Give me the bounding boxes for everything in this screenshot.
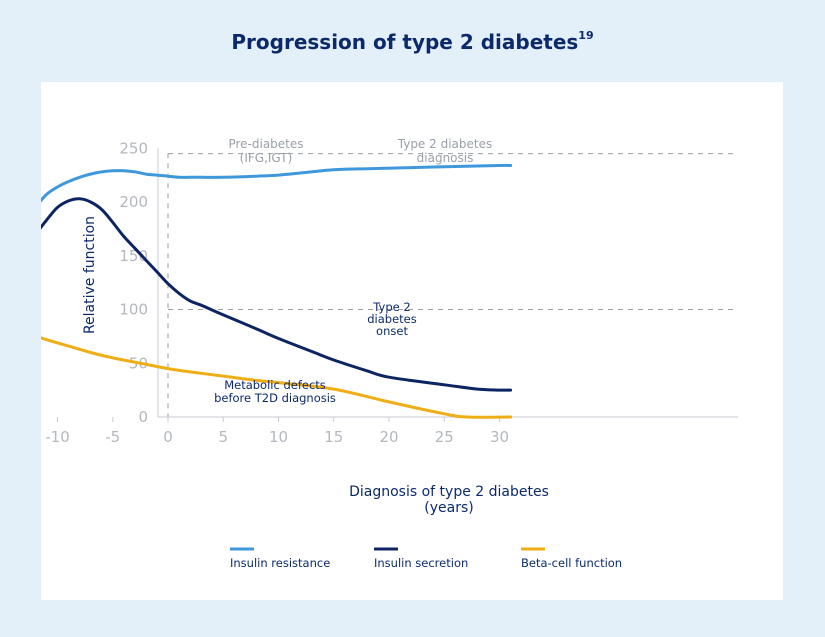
series-line-insulin-resistance — [41, 163, 513, 203]
x-tick-label: -5 — [105, 428, 120, 446]
y-tick-label: 150 — [119, 247, 148, 265]
legend-label-insulin-secretion: Insulin secretion — [374, 556, 468, 570]
y-tick-label: 200 — [119, 193, 148, 211]
annotation-diagnosis-line2: diagnosis — [417, 151, 474, 165]
y-tick-label: 250 — [119, 139, 148, 157]
annotation-prediabetes-line1: Pre-diabetes — [228, 137, 303, 151]
x-tick-label: -10 — [45, 428, 70, 446]
legend-item-beta-cell-function: Beta-cell function — [521, 547, 622, 570]
x-tick-label: 0 — [163, 428, 173, 446]
legend-item-insulin-resistance: Insulin resistance — [230, 547, 330, 570]
series-lines — [41, 163, 513, 419]
x-tick-label: 20 — [379, 428, 398, 446]
annotation-onset-line1: Type 2 — [372, 300, 410, 314]
legend-item-insulin-secretion: Insulin secretion — [374, 547, 468, 570]
series-line-insulin-secretion — [41, 197, 513, 392]
annotation-defects-line1: Metabolic defects — [224, 378, 326, 392]
annotation-onset-line2: diabetes — [367, 312, 417, 326]
x-tick-label: 15 — [324, 428, 343, 446]
chart-title: Progression of type 2 diabetes19 — [0, 29, 825, 54]
legend-label-beta-cell-function: Beta-cell function — [521, 556, 622, 570]
legend-label-insulin-resistance: Insulin resistance — [230, 556, 330, 570]
annotation-defects-line2: before T2D diagnosis — [214, 391, 336, 405]
legend: Insulin resistance Insulin secretion Bet… — [230, 547, 622, 570]
x-tick-label: 10 — [269, 428, 288, 446]
annotation-onset-line3: onset — [376, 324, 408, 338]
x-tick-label: 25 — [435, 428, 454, 446]
x-tick-label: 30 — [490, 428, 509, 446]
axes — [157, 148, 738, 418]
annotation-prediabetes-line2: (IFG,IGT) — [240, 151, 293, 165]
chart-title-text: Progression of type 2 diabetes — [231, 30, 579, 54]
series-line-beta-cell-function — [41, 336, 513, 419]
chart-title-reference: 19 — [578, 29, 594, 43]
y-axis-label: Relative function — [82, 216, 98, 334]
x-axis-label-line2: (years) — [424, 500, 473, 516]
y-tick-label: 100 — [119, 301, 148, 319]
annotation-diagnosis-line1: Type 2 diabetes — [397, 137, 492, 151]
y-tick-label: 0 — [138, 408, 148, 426]
x-axis-label-line1: Diagnosis of type 2 diabetes — [349, 484, 549, 500]
x-tick-label: 5 — [218, 428, 228, 446]
